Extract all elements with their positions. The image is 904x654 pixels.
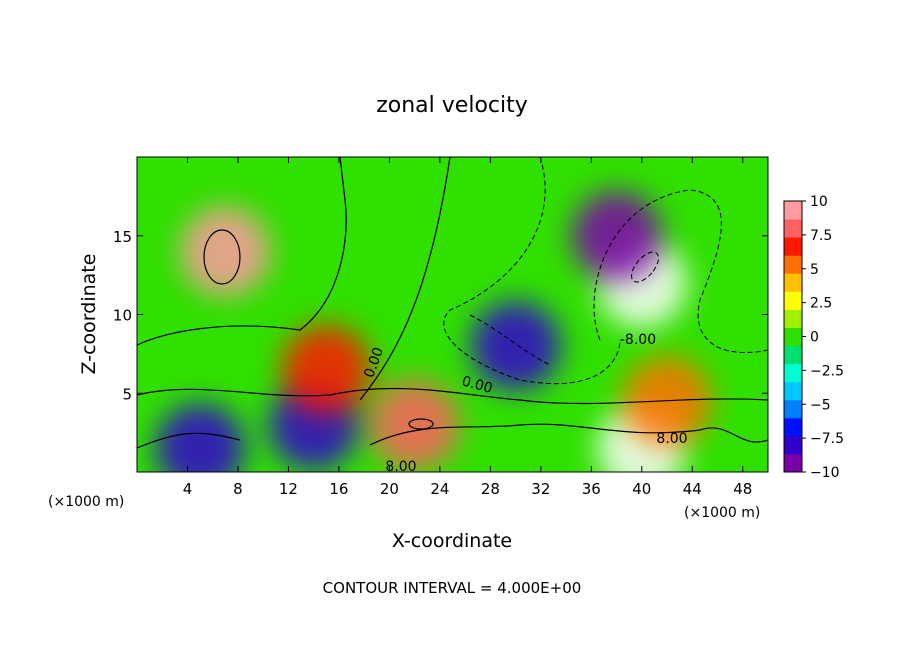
contour-line — [137, 387, 768, 405]
chart-title: zonal velocity — [376, 93, 528, 118]
x-tick-label: 28 — [481, 480, 500, 498]
colorbar-tick-label: 10 — [810, 194, 828, 210]
contour-line — [593, 189, 768, 354]
x-axis: 4 8 12 16 20 24 28 32 36 40 44 48 — [183, 157, 752, 498]
colorbar-tick-label: 2.5 — [810, 296, 832, 312]
contour-lines — [137, 157, 768, 449]
plot-area: 0.00 0.00 -8.00 8.00 8.00 4 8 12 16 20 24 28 32… — [113, 156, 769, 498]
y-tick-label: 10 — [113, 307, 132, 325]
x-tick-label: 16 — [329, 480, 348, 498]
colorbar-band — [784, 273, 802, 292]
x-tick-label: 20 — [380, 480, 399, 498]
x-tick-label: 44 — [683, 480, 702, 498]
contour-line — [369, 423, 768, 446]
colorbar-band — [784, 291, 802, 310]
field-feature — [369, 379, 460, 470]
contour-line — [137, 432, 241, 449]
x-axis-label: X-coordinate — [392, 530, 512, 552]
contour-line — [631, 251, 659, 283]
y-tick-label: 5 — [122, 385, 132, 403]
field-feature — [155, 403, 246, 472]
contour-line — [359, 157, 451, 401]
y-axis-label: Z-coordinate — [78, 254, 100, 375]
x-tick-label: 24 — [430, 480, 449, 498]
colorbar-tick-label: −10 — [810, 465, 840, 481]
contour-label: 8.00 — [385, 459, 416, 475]
colorbar-tick-label: 5 — [810, 262, 819, 278]
colorbar: 10 7.5 5 2.5 0 −2.5 −5 −7.5 −10 — [783, 194, 844, 481]
colorbar-band — [784, 237, 802, 256]
colorbar-tick-label: −2.5 — [810, 363, 844, 379]
contour-line — [203, 229, 241, 285]
colorbar-band — [784, 381, 802, 401]
field-feature — [281, 324, 372, 415]
x-tick-label: 32 — [531, 480, 550, 498]
x-tick-label: 4 — [183, 480, 193, 498]
contour-label: 0.00 — [460, 373, 494, 397]
contour-line — [408, 418, 434, 430]
contour-label: -8.00 — [620, 332, 656, 348]
colorbar-band — [784, 417, 802, 437]
colorbar-band — [784, 435, 802, 455]
contour-lines-dashed — [443, 157, 768, 385]
x-unit-label-left: (×1000 m) — [48, 494, 124, 510]
colorbar-band — [784, 327, 802, 347]
colorbar-tick-label: −7.5 — [810, 431, 844, 447]
contour-label: 8.00 — [656, 431, 687, 447]
x-tick-label: 40 — [632, 480, 651, 498]
colorbar-tick-label: −5 — [810, 397, 831, 413]
contour-line — [137, 157, 347, 346]
velocity-field: 0.00 0.00 -8.00 8.00 8.00 — [137, 157, 768, 475]
x-tick-label: 8 — [233, 480, 243, 498]
x-tick-label: 12 — [279, 480, 298, 498]
y-axis: 5 10 15 — [113, 228, 768, 403]
x-unit-label-right: (×1000 m) — [684, 505, 760, 521]
x-tick-label: 36 — [582, 480, 601, 498]
colorbar-band — [784, 309, 802, 328]
contour-line — [443, 157, 621, 385]
field-feature — [470, 301, 561, 391]
colorbar-band — [784, 201, 802, 220]
field-feature — [180, 206, 271, 297]
colorbar-tick-label: 7.5 — [810, 228, 832, 244]
colorbar-band — [784, 219, 802, 238]
colorbar-band — [784, 363, 802, 383]
colorbar-band — [784, 345, 802, 365]
colorbar-band — [784, 255, 802, 274]
colorbar-tick-label: 0 — [810, 330, 819, 346]
colorbar-band — [784, 453, 802, 473]
field-feature — [571, 190, 662, 281]
colorbar-band — [784, 399, 802, 419]
contour-line — [469, 314, 551, 366]
contour-interval-note: CONTOUR INTERVAL = 4.000E+00 — [323, 579, 582, 597]
x-tick-label: 48 — [733, 480, 752, 498]
y-tick-label: 15 — [113, 228, 132, 246]
